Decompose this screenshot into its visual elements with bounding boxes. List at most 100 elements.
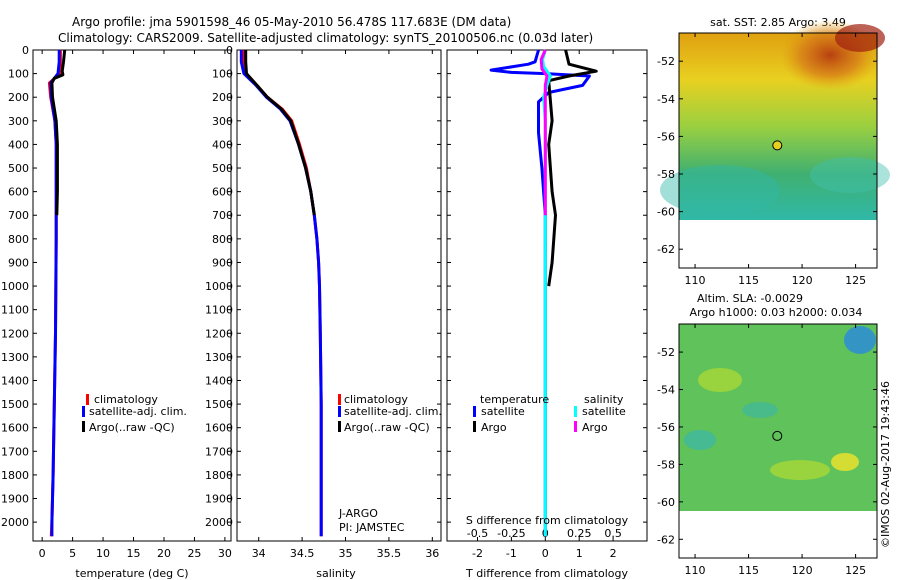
map-y-tick-label: -60 <box>657 206 675 219</box>
map-y-tick-label: -56 <box>657 421 675 434</box>
x-tick-label: 15 <box>127 547 141 560</box>
x-tick-label: 35 <box>339 547 353 560</box>
sla-map-title-line-1: Altim. SLA: -0.0029 <box>697 292 803 305</box>
temperature-axes-frame <box>32 49 232 542</box>
y-tick-label: 0 <box>22 44 29 57</box>
y-tick-label: 1200 <box>205 327 233 340</box>
legend-label-t-argo: Argo <box>481 421 507 434</box>
annotation-pi: PI: JAMSTEC <box>339 521 405 534</box>
legend-swatch-s-argo <box>574 421 577 432</box>
title-line-1: Argo profile: jma 5901598_46 05-May-2010… <box>72 15 511 29</box>
map-y-tick-label: -62 <box>657 243 675 256</box>
sst-cool-patch <box>810 157 890 193</box>
legend-label-argo: Argo(..raw -QC) <box>89 421 175 434</box>
y-tick-label: 1100 <box>1 304 29 317</box>
legend-label-argo: Argo(..raw -QC) <box>344 421 430 434</box>
map-y-tick-label: -58 <box>657 458 675 471</box>
y-tick-label: 700 <box>212 209 233 222</box>
x-tick-label: 0 <box>39 547 46 560</box>
sla-land-mask <box>679 511 877 558</box>
y-tick-label: 400 <box>8 138 29 151</box>
legend-swatch-climatology <box>86 394 89 405</box>
y-tick-label: 2000 <box>1 516 29 529</box>
sla-high-patch <box>831 453 859 471</box>
x-tick-label: 34 <box>252 547 266 560</box>
x-tick-label: -2 <box>472 547 483 560</box>
y-tick-label: 0 <box>226 44 233 57</box>
legend-label-s-satellite: satellite <box>582 405 626 418</box>
sst-map-panel: sat. SST: 2.85 Argo: 3.49 -52-54-56-58-6… <box>657 16 890 287</box>
temperature-panel: 0100200300400500600700800900100011001200… <box>1 44 232 580</box>
map-y-tick-label: -60 <box>657 496 675 509</box>
y-tick-label: 1900 <box>205 493 233 506</box>
x-tick-label: 0 <box>542 547 549 560</box>
y-tick-label: 500 <box>212 162 233 175</box>
sst-axes-frame <box>678 32 878 269</box>
x-tick-label: 20 <box>157 547 171 560</box>
legend-header-salinity: salinity <box>584 393 624 406</box>
sla-low-patch <box>684 430 716 450</box>
series-line-argo-raw-qc <box>50 49 67 216</box>
y-tick-label: 1500 <box>1 398 29 411</box>
legend-label-satellite: satellite-adj. clim. <box>344 405 442 418</box>
legend-swatch-climatology <box>338 394 341 405</box>
s-tick-label: 0.25 <box>567 527 592 540</box>
y-tick-label: 100 <box>212 68 233 81</box>
argo-location-marker <box>772 140 783 151</box>
copyright-footer: ©IMOS 02-Aug-2017 19:43:46 <box>879 381 892 548</box>
legend-swatch-s-satellite <box>574 406 577 417</box>
map-x-tick-label: 110 <box>685 274 706 287</box>
legend-header-temperature: temperature <box>480 393 549 406</box>
salinity-legend: climatology satellite-adj. clim. Argo(..… <box>338 393 442 434</box>
x-tick-label: 10 <box>96 547 110 560</box>
sst-hot-core <box>835 24 885 52</box>
x-tick-label: 30 <box>218 547 232 560</box>
t-difference-xlabel: T difference from climatology <box>465 567 628 580</box>
y-tick-label: 1700 <box>1 445 29 458</box>
salinity-panel: 0 100 200 300 400 500 600 700 800 900 1000 1100 1200… <box>205 44 442 580</box>
sla-low-patch <box>844 326 876 354</box>
map-x-tick-label: 115 <box>738 564 759 577</box>
temperature-legend: climatology satellite-adj. clim. Argo(..… <box>82 393 187 434</box>
y-tick-label: 400 <box>212 138 233 151</box>
x-tick-label: 34.5 <box>290 547 315 560</box>
x-tick-label: 35.5 <box>377 547 402 560</box>
series-line-satellite-adj-clim <box>239 50 323 537</box>
difference-axes-frame <box>446 49 648 542</box>
y-tick-label: 1700 <box>205 445 233 458</box>
y-tick-label: 600 <box>212 186 233 199</box>
legend-label-climatology: climatology <box>344 393 408 406</box>
map-y-tick-label: -62 <box>657 533 675 546</box>
title-line-2: Climatology: CARS2009. Satellite-adjuste… <box>58 31 593 45</box>
map-y-tick-label: -52 <box>657 55 675 68</box>
sst-cool-patch <box>660 165 780 215</box>
map-x-tick-label: 120 <box>792 274 813 287</box>
y-tick-label: 500 <box>8 162 29 175</box>
argo-location-marker <box>772 430 783 441</box>
y-tick-label: 1600 <box>205 422 233 435</box>
series-line-t-argo <box>547 49 598 287</box>
temperature-xlabel: temperature (deg C) <box>75 567 188 580</box>
s-tick-label: -0.25 <box>497 527 525 540</box>
y-tick-label: 1600 <box>1 422 29 435</box>
legend-label-t-satellite: satellite <box>481 405 525 418</box>
y-tick-label: 1400 <box>205 374 233 387</box>
salinity-xlabel: salinity <box>316 567 356 580</box>
map-x-tick-label: 125 <box>845 564 866 577</box>
map-x-tick-label: 115 <box>738 274 759 287</box>
legend-swatch-satellite <box>82 406 85 417</box>
legend-label-climatology: climatology <box>94 393 158 406</box>
y-tick-label: 900 <box>212 256 233 269</box>
s-tick-label: 0.5 <box>604 527 622 540</box>
y-tick-label: 200 <box>8 91 29 104</box>
legend-swatch-t-argo <box>473 421 476 432</box>
y-tick-label: 200 <box>212 91 233 104</box>
legend-swatch-argo <box>338 421 341 432</box>
salinity-axes-frame <box>236 49 442 542</box>
x-tick-label: -1 <box>506 547 517 560</box>
map-y-tick-label: -54 <box>657 93 675 106</box>
series-line-t-satellite <box>489 49 591 537</box>
map-x-tick-label: 110 <box>685 564 706 577</box>
series-line-s-argo <box>539 49 549 216</box>
